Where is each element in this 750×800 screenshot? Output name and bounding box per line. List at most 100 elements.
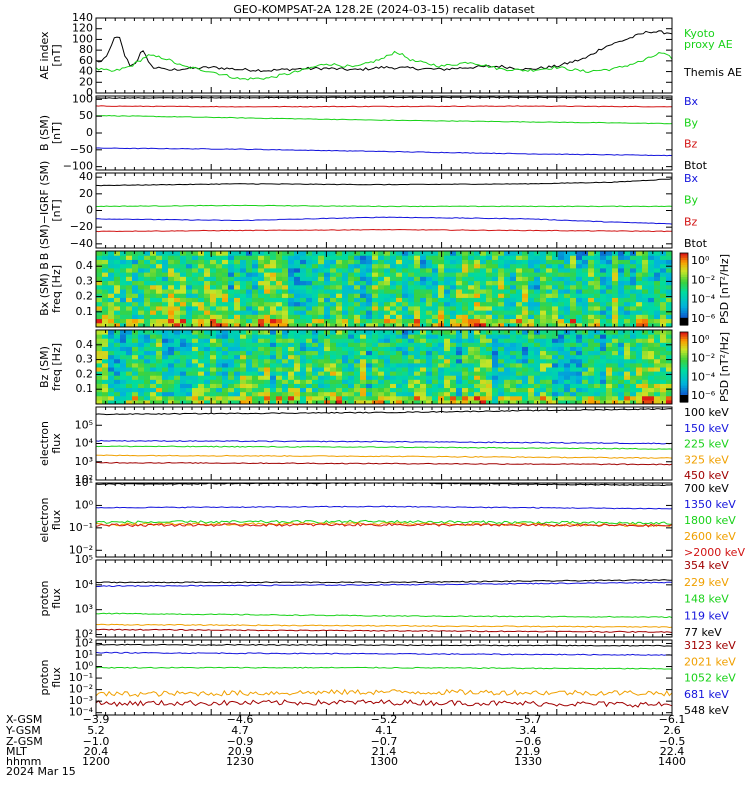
spectrogram-cell <box>330 305 337 311</box>
spectrogram-cell <box>336 391 343 397</box>
spectrogram-cell <box>210 259 217 265</box>
spectrogram-cell <box>138 350 145 356</box>
spectrogram-cell <box>264 314 271 320</box>
spectrogram-cell <box>108 367 115 372</box>
spectrogram-cell <box>534 314 541 320</box>
spectrogram-cell <box>648 346 655 352</box>
spectrogram-cell <box>546 255 553 260</box>
spectrogram-cell <box>282 379 289 384</box>
spectrogram-cell <box>618 305 625 311</box>
spectrogram-cell <box>360 362 367 368</box>
spectrogram-cell <box>114 367 121 372</box>
spectrogram-cell <box>390 263 397 269</box>
spectrogram-cell <box>462 379 469 384</box>
spectrogram-cell <box>390 310 397 315</box>
spectrogram-cell <box>264 338 271 343</box>
spectrogram-cell <box>318 342 325 347</box>
spectrogram-cell <box>432 276 439 282</box>
spectrogram-cell <box>528 387 535 393</box>
spectrogram-cell <box>498 383 505 389</box>
spectrogram-cell <box>504 322 511 328</box>
spectrogram-cell <box>642 284 649 290</box>
spectrogram-cell <box>96 358 103 364</box>
spectrogram-cell <box>222 391 229 397</box>
spectrogram-cell <box>612 346 619 352</box>
spectrogram-cell <box>168 371 175 376</box>
spectrogram-cell <box>636 305 643 311</box>
spectrogram-cell <box>666 280 673 286</box>
spectrogram-cell <box>372 346 379 352</box>
spectrogram-cell <box>528 251 535 256</box>
spectrogram-cell <box>582 305 589 311</box>
spectrogram-cell <box>432 391 439 397</box>
spectrogram-cell <box>450 371 457 376</box>
spectrogram-cell <box>468 322 475 328</box>
spectrogram-cell <box>366 330 373 335</box>
spectrogram-cell <box>102 297 109 303</box>
spectrogram-cell <box>258 367 265 372</box>
spectrogram-cell <box>150 280 157 286</box>
y-tick-label: 60 <box>79 54 93 67</box>
spectrogram-cell <box>288 318 295 324</box>
spectrogram-cell <box>114 284 121 290</box>
spectrogram-cell <box>642 310 649 315</box>
spectrogram-cell <box>162 255 169 260</box>
spectrogram-cell <box>318 379 325 384</box>
spectrogram-cell <box>582 267 589 273</box>
spectrogram-cell <box>114 362 121 368</box>
spectrogram-cell <box>234 267 241 273</box>
spectrogram-cell <box>246 358 253 364</box>
spectrogram-cell <box>582 391 589 397</box>
spectrogram-cell <box>294 255 301 260</box>
spectrogram-cell <box>396 305 403 311</box>
spectrogram-cell <box>450 367 457 372</box>
spectrogram-cell <box>558 362 565 368</box>
spectrogram-cell <box>660 383 667 389</box>
spectrogram-cell <box>108 379 115 384</box>
spectrogram-cell <box>294 267 301 273</box>
spectrogram-cell <box>420 310 427 315</box>
spectrogram-cell <box>420 387 427 393</box>
spectrogram-cell <box>276 305 283 311</box>
spectrogram-cell <box>156 346 163 352</box>
spectrogram-cell <box>312 267 319 273</box>
spectrogram-cell <box>258 297 265 303</box>
spectrogram-cell <box>486 395 493 401</box>
spectrogram-cell <box>594 310 601 315</box>
spectrogram-cell <box>408 297 415 303</box>
spectrogram-cell <box>156 375 163 380</box>
spectrogram-cell <box>462 289 469 294</box>
spectrogram-cell <box>564 322 571 328</box>
spectrogram-cell <box>444 383 451 389</box>
spectrogram-cell <box>504 395 511 401</box>
spectrogram-cell <box>222 338 229 343</box>
spectrogram-cell <box>306 350 313 356</box>
spectrogram-cell <box>162 251 169 256</box>
spectrogram-cell <box>432 280 439 286</box>
spectrogram-cell <box>324 362 331 368</box>
spectrogram-cell <box>384 322 391 328</box>
spectrogram-cell <box>288 342 295 347</box>
y-tick-label: 10² <box>75 628 93 641</box>
spectrogram-cell <box>234 263 241 269</box>
spectrogram-cell <box>636 334 643 339</box>
spectrogram-cell <box>528 342 535 347</box>
spectrogram-cell <box>174 305 181 311</box>
spectrogram-cell <box>246 379 253 384</box>
spectrogram-cell <box>588 301 595 307</box>
spectrogram-cell <box>282 272 289 277</box>
spectrogram-cell <box>606 305 613 311</box>
legend-entry: 150 keV <box>684 422 729 435</box>
spectrogram-cell <box>132 338 139 343</box>
spectrogram-cell <box>108 289 115 294</box>
spectrogram-cell <box>480 318 487 324</box>
spectrogram-cell <box>444 371 451 376</box>
spectrogram-cell <box>336 310 343 315</box>
legend-entry: Bx <box>684 95 699 108</box>
spectrogram-cell <box>366 255 373 260</box>
spectrogram-cell <box>516 399 523 405</box>
spectrogram-cell <box>624 267 631 273</box>
spectrogram-cell <box>120 379 127 384</box>
spectrogram-cell <box>636 330 643 335</box>
